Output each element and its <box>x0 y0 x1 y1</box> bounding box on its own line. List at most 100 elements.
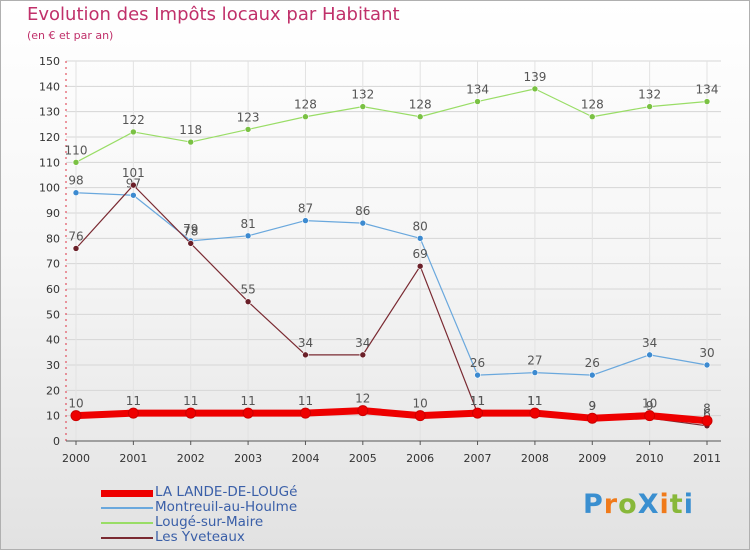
data-point-la-lande-de-loug- <box>185 407 197 419</box>
x-tick-label: 2002 <box>177 452 205 465</box>
proxiti-logo: ProXiti <box>583 489 694 520</box>
data-point-montreuil-au-houlme <box>474 371 481 379</box>
y-tick-label: 140 <box>39 80 60 93</box>
y-tick-label: 0 <box>53 435 60 448</box>
data-label-la-lande-de-loug-: 11 <box>470 394 485 408</box>
data-point-montreuil-au-houlme <box>588 371 596 379</box>
data-label-les-yveteaux: 11 <box>470 394 485 408</box>
data-label-les-yveteaux: 11 <box>527 394 542 408</box>
x-tick-label: 2006 <box>406 452 434 465</box>
data-point-la-lande-de-loug- <box>414 410 426 422</box>
chart-subtitle: (en € et par an) <box>27 29 114 42</box>
data-point-la-lande-de-loug- <box>586 412 598 424</box>
x-tick-label: 2001 <box>119 452 147 465</box>
data-point-les-yveteaux <box>187 240 195 247</box>
data-label-la-lande-de-loug-: 11 <box>183 394 198 408</box>
data-label-loug-sur-maire: 132 <box>638 88 661 102</box>
data-label-montreuil-au-houlme: 98 <box>68 174 83 188</box>
data-point-loug-sur-maire <box>244 126 252 133</box>
data-point-la-lande-de-loug- <box>357 405 369 417</box>
y-tick-label: 40 <box>46 334 60 347</box>
data-label-les-yveteaux: 9 <box>588 399 596 413</box>
data-label-les-yveteaux: 55 <box>240 283 255 297</box>
data-point-la-lande-de-loug- <box>644 410 656 422</box>
data-point-montreuil-au-houlme <box>646 351 653 359</box>
data-point-montreuil-au-houlme <box>302 217 309 224</box>
data-label-les-yveteaux: 78 <box>183 224 198 238</box>
data-label-les-yveteaux: 69 <box>413 247 428 261</box>
x-tick-label: 2010 <box>636 452 664 465</box>
data-label-montreuil-au-houlme: 79 <box>183 222 198 236</box>
data-label-loug-sur-maire: 110 <box>65 143 88 157</box>
data-point-la-lande-de-loug- <box>242 407 254 419</box>
data-label-loug-sur-maire: 128 <box>409 98 432 112</box>
data-label-la-lande-de-loug-: 11 <box>240 394 255 408</box>
y-tick-label: 30 <box>46 359 60 372</box>
x-tick-label: 2004 <box>291 452 319 465</box>
data-point-la-lande-de-loug- <box>529 407 541 419</box>
data-label-loug-sur-maire: 132 <box>351 88 374 102</box>
data-label-loug-sur-maire: 139 <box>523 70 546 84</box>
data-label-loug-sur-maire: 123 <box>237 110 260 124</box>
x-tick-label: 2011 <box>693 452 721 465</box>
legend-label: Les Yveteaux <box>155 529 245 545</box>
x-tick-label: 2008 <box>521 452 549 465</box>
data-point-les-yveteaux <box>72 245 80 252</box>
data-point-montreuil-au-houlme <box>359 219 367 227</box>
data-label-la-lande-de-loug-: 10 <box>642 397 657 411</box>
data-point-montreuil-au-houlme <box>72 189 80 197</box>
logo-letter: i <box>659 489 670 520</box>
series-line-la-lande-de-loug- <box>72 407 711 425</box>
data-label-les-yveteaux: 6 <box>703 407 711 421</box>
legend-swatch <box>101 507 153 509</box>
data-label-les-yveteaux: 101 <box>122 166 145 180</box>
data-label-montreuil-au-houlme: 80 <box>413 219 428 233</box>
logo-letter: r <box>603 489 619 520</box>
data-label-montreuil-au-houlme: 86 <box>355 204 370 218</box>
data-point-montreuil-au-houlme <box>416 235 424 242</box>
series-line-les-yveteaux <box>75 184 708 427</box>
data-point-loug-sur-maire <box>416 113 424 121</box>
data-point-loug-sur-maire <box>302 113 309 121</box>
data-label-les-yveteaux: 76 <box>68 229 83 243</box>
y-tick-label: 110 <box>39 156 60 169</box>
legend-label: Lougé-sur-Maire <box>155 514 264 530</box>
y-tick-label: 90 <box>46 207 60 220</box>
data-point-les-yveteaux <box>130 181 137 189</box>
data-label-montreuil-au-houlme: 87 <box>298 202 313 216</box>
logo-letter: P <box>583 489 604 520</box>
data-point-la-lande-de-loug- <box>70 410 82 422</box>
data-label-les-yveteaux: 34 <box>298 336 313 350</box>
data-point-les-yveteaux <box>416 262 424 270</box>
data-label-montreuil-au-houlme: 30 <box>699 346 714 360</box>
data-label-loug-sur-maire: 118 <box>179 123 202 137</box>
data-label-loug-sur-maire: 134 <box>696 83 719 97</box>
data-label-la-lande-de-loug-: 11 <box>298 394 313 408</box>
y-tick-label: 50 <box>46 308 60 321</box>
x-tick-label: 2005 <box>349 452 377 465</box>
data-point-la-lande-de-loug- <box>299 407 311 419</box>
chart-title: Evolution des Impôts locaux par Habitant <box>27 4 400 25</box>
data-point-loug-sur-maire <box>588 113 596 121</box>
legend-label: Montreuil-au-Houlme <box>155 499 298 515</box>
logo-letter: i <box>683 489 694 520</box>
data-label-la-lande-de-loug-: 11 <box>527 394 542 408</box>
data-label-montreuil-au-houlme: 26 <box>585 356 600 370</box>
y-tick-label: 60 <box>46 283 60 296</box>
data-point-montreuil-au-houlme <box>130 191 137 199</box>
data-label-loug-sur-maire: 122 <box>122 113 145 127</box>
data-label-montreuil-au-houlme: 27 <box>527 354 542 368</box>
y-tick-label: 20 <box>46 384 60 397</box>
data-point-montreuil-au-houlme <box>703 361 711 369</box>
data-point-montreuil-au-houlme <box>244 232 252 240</box>
data-point-loug-sur-maire <box>72 159 80 166</box>
data-point-la-lande-de-loug- <box>701 415 713 427</box>
y-tick-label: 70 <box>46 258 60 271</box>
data-label-les-yveteaux: 9 <box>646 399 654 413</box>
data-point-les-yveteaux <box>359 351 367 359</box>
data-point-loug-sur-maire <box>474 98 481 105</box>
data-label-loug-sur-maire: 128 <box>294 98 317 112</box>
data-label-la-lande-de-loug-: 11 <box>126 394 141 408</box>
